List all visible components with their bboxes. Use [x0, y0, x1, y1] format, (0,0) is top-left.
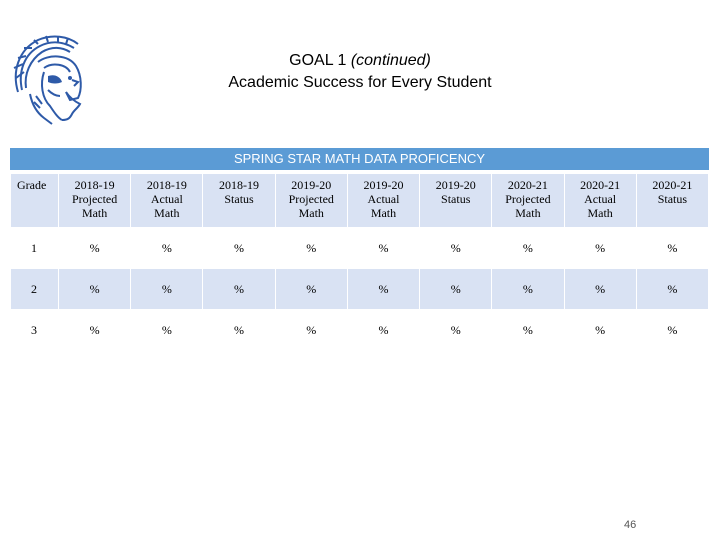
header-line: 2019-20 — [291, 178, 332, 192]
title-subtitle: Academic Success for Every Student — [228, 74, 492, 91]
table-row: 1%%%%%%%%% — [10, 227, 710, 269]
header-cell: 2019-20 Projected Math — [274, 173, 348, 228]
value-cell: % — [57, 309, 132, 351]
table-row: 2%%%%%%%%% — [10, 268, 710, 310]
value-cell: % — [130, 309, 204, 351]
header-line: 2020-21 — [652, 178, 693, 192]
value-cell: % — [491, 268, 565, 310]
value-cell: % — [274, 268, 348, 310]
header-line: 2020-21 — [507, 178, 548, 192]
header-line: 2018-19 — [146, 178, 187, 192]
header-cell: 2018-19 Projected Math — [57, 173, 132, 228]
value-cell: % — [346, 227, 421, 269]
header-line: Grade — [17, 178, 47, 192]
table-header-row: Grade 2018-19 Projected Math 2018-19 Actual Ma… — [10, 173, 710, 228]
value-cell: % — [346, 309, 421, 351]
header-line: Math — [515, 206, 541, 220]
header-line: Math — [370, 206, 397, 220]
header-line: Actual — [150, 192, 183, 206]
page-number: 46 — [624, 519, 637, 531]
value-cell: % — [563, 309, 637, 351]
value-cell: % — [202, 309, 276, 351]
grade-cell: 3 — [10, 309, 59, 351]
math-proficiency-table-container: SPRING STAR MATH DATA PROFICENCY Grade 20… — [10, 148, 710, 351]
value-cell: % — [419, 309, 493, 351]
header-grade: Grade — [10, 173, 59, 228]
header-line: Projected — [71, 192, 118, 206]
header-line: Projected — [288, 192, 334, 206]
grade-cell: 1 — [10, 227, 59, 269]
value-cell: % — [274, 227, 348, 269]
header-line: Actual — [367, 192, 400, 206]
value-cell: % — [491, 227, 565, 269]
spartan-logo-icon — [8, 32, 88, 128]
value-cell: % — [57, 227, 132, 269]
value-cell: % — [635, 227, 710, 269]
header-cell: 2020-21 Actual Math — [563, 173, 637, 228]
grade-cell: 2 — [10, 268, 59, 310]
value-cell: % — [130, 268, 204, 310]
value-cell: % — [419, 227, 493, 269]
math-proficiency-table: Grade 2018-19 Projected Math 2018-19 Actual Ma… — [10, 173, 710, 351]
header-cell: 2020-21 Status — [635, 173, 710, 228]
slide-title: GOAL 1 (continued) Academic Success for … — [150, 50, 570, 94]
value-cell: % — [202, 227, 276, 269]
value-cell: % — [635, 309, 710, 351]
header-line: Math — [154, 206, 180, 220]
header-line: Status — [224, 192, 254, 206]
value-cell: % — [563, 227, 637, 269]
header-line: 2018-19 — [74, 178, 115, 192]
header-cell: 2019-20 Status — [419, 173, 493, 228]
header-cell: 2020-21 Projected Math — [491, 173, 565, 228]
header-line: 2018-19 — [219, 178, 260, 192]
header-line: Actual — [584, 192, 617, 206]
header-line: Math — [587, 206, 613, 220]
header-line: Status — [657, 192, 688, 206]
header-cell: 2018-19 Actual Math — [130, 173, 204, 228]
title-line-goal: GOAL 1 (continued) — [150, 50, 570, 72]
table-row: 3%%%%%%%%% — [10, 309, 710, 351]
header-line: Status — [441, 192, 471, 206]
value-cell: % — [202, 268, 276, 310]
value-cell: % — [563, 268, 637, 310]
value-cell: % — [419, 268, 493, 310]
header-line: 2019-20 — [435, 178, 476, 192]
header-line: 2019-20 — [363, 178, 404, 192]
header-line: Projected — [505, 192, 551, 206]
value-cell: % — [346, 268, 421, 310]
value-cell: % — [491, 309, 565, 351]
header-line: Math — [81, 206, 108, 220]
header-line: Math — [298, 206, 324, 220]
value-cell: % — [130, 227, 204, 269]
continued-label: (continued) — [350, 52, 431, 69]
header-line: 2020-21 — [580, 178, 621, 192]
header-cell: 2018-19 Status — [202, 173, 276, 228]
header-cell: 2019-20 Actual Math — [346, 173, 421, 228]
value-cell: % — [57, 268, 132, 310]
value-cell: % — [274, 309, 348, 351]
goal-label: GOAL 1 — [289, 52, 347, 69]
table-banner: SPRING STAR MATH DATA PROFICENCY — [10, 148, 709, 173]
value-cell: % — [635, 268, 710, 310]
